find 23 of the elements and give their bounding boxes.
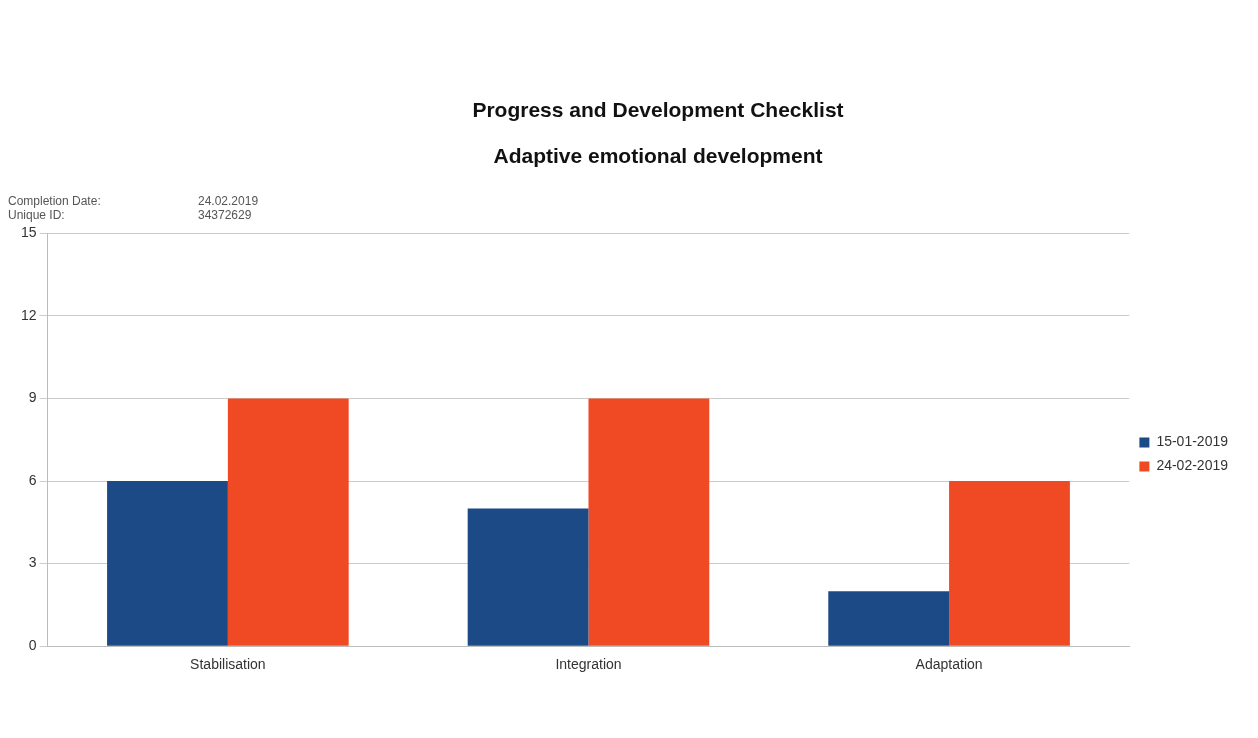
text: 34372629: [198, 208, 252, 222]
x-tick-label: Adaptation: [915, 656, 983, 673]
bar: [107, 481, 228, 646]
bar: [949, 481, 1070, 646]
y-tick-label: 9: [28, 389, 37, 406]
bar: [467, 508, 589, 646]
y-tick-label: 3: [28, 554, 37, 571]
y-tick-label: 6: [28, 471, 37, 488]
text: Completion Date:: [8, 194, 102, 208]
y-tick-label: 0: [28, 637, 37, 654]
chart-title: Progress and Development Checklist: [471, 98, 845, 122]
bar: [828, 591, 950, 646]
bar: [588, 398, 710, 646]
text: 24.02.2019: [198, 194, 259, 208]
bar: [227, 398, 349, 646]
x-tick-label: Stabilisation: [190, 656, 266, 673]
text: Unique ID:: [8, 208, 66, 222]
chart-subtitle: Adaptive emotional development: [492, 144, 824, 168]
legend-label: 24-02-2019: [1156, 457, 1229, 474]
legend-label: 15-01-2019: [1156, 433, 1229, 450]
y-tick-label: 12: [20, 306, 37, 323]
x-tick-label: Integration: [555, 656, 622, 673]
y-tick-label: 15: [20, 224, 37, 241]
